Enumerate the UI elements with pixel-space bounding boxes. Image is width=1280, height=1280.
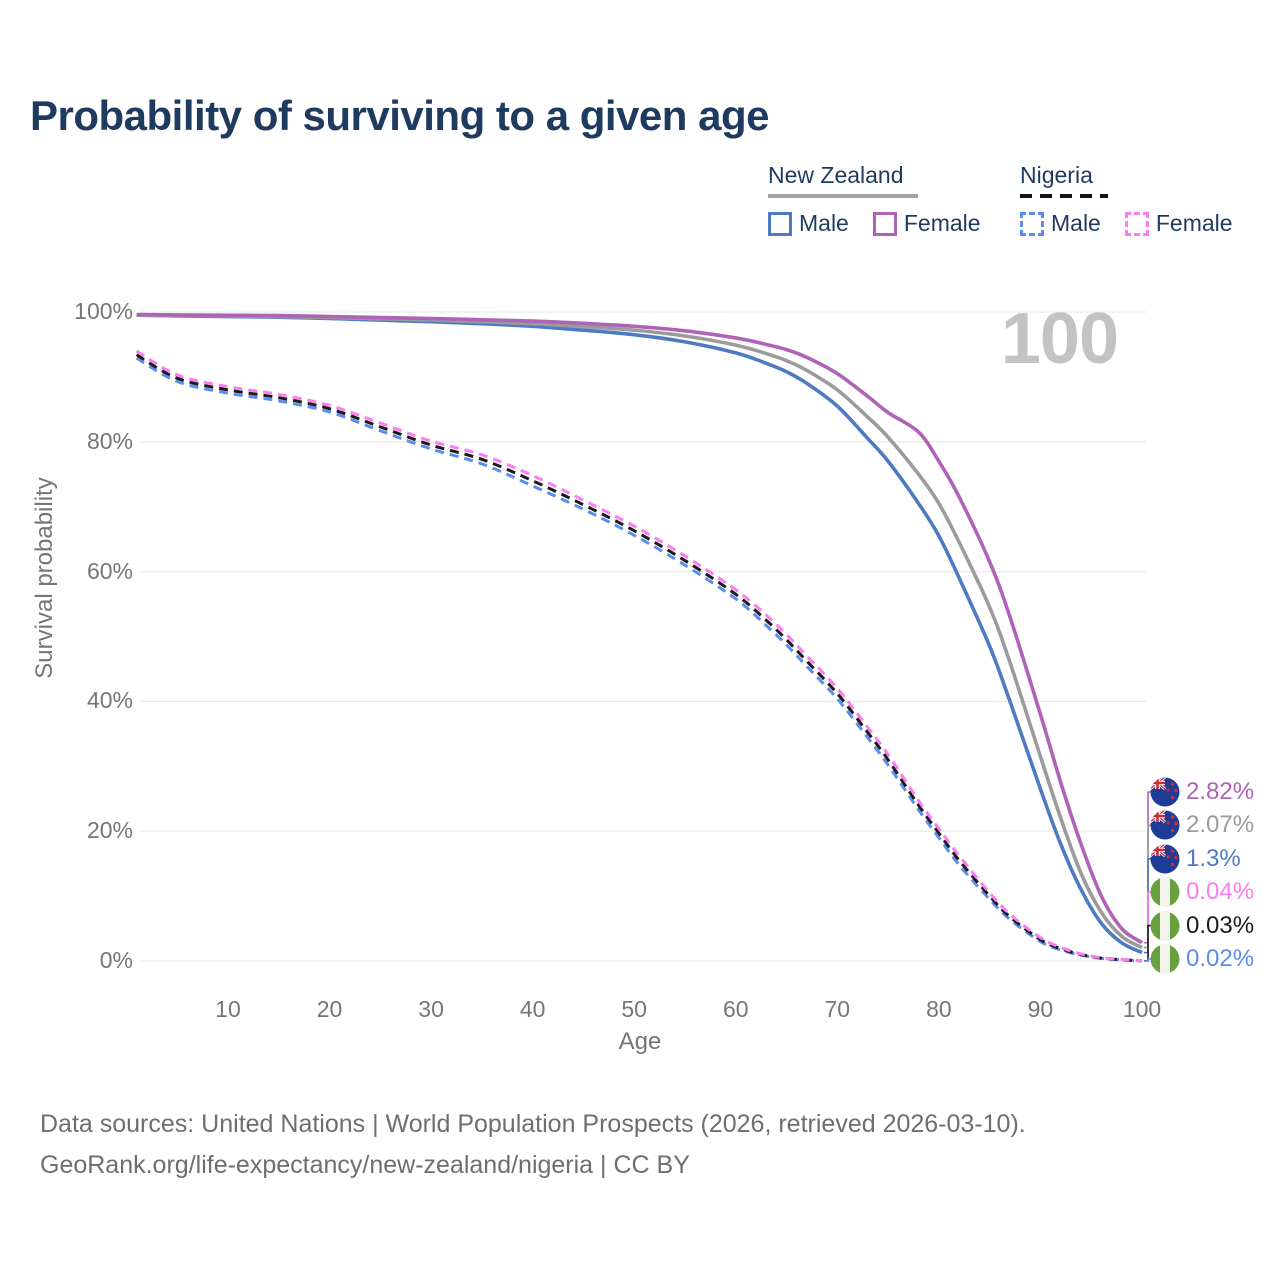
legend-group-nigeria: Nigeria Male Female xyxy=(1020,162,1233,237)
page-title: Probability of surviving to a given age xyxy=(30,92,769,139)
x-tick-label-30: 30 xyxy=(418,996,444,1022)
series-line-new-zealand-both-sexes xyxy=(136,313,1143,950)
x-tick-label-10: 10 xyxy=(215,996,241,1022)
legend-label-nz-male: Male xyxy=(799,210,849,236)
nigeria-flag-icon xyxy=(1150,944,1180,974)
legend-country-new-zealand: New Zealand xyxy=(768,162,904,188)
nz-flag-icon xyxy=(1150,810,1180,840)
series-line-nigeria-both-sexes xyxy=(135,353,1143,963)
nz-flag-icon xyxy=(1150,777,1180,807)
footer-attribution: GeoRank.org/life-expectancy/new-zealand/… xyxy=(40,1151,690,1179)
end-value-label: 1.3% xyxy=(1186,844,1241,872)
legend-item-ng-female[interactable]: Female xyxy=(1124,210,1233,237)
series-line-nigeria-male xyxy=(135,356,1143,963)
y-tick-label-40%: 40% xyxy=(86,687,133,714)
x-tick-label-20: 20 xyxy=(316,996,343,1022)
end-label-new-zealand-both-sexes: 2.07% xyxy=(1150,809,1254,841)
legend-country-nigeria: Nigeria xyxy=(1020,162,1093,188)
legend-swatch-nz-female[interactable] xyxy=(872,211,897,236)
legend-swatch-ng-female[interactable] xyxy=(1124,211,1149,236)
footer: Data sources: United Nations | World Pop… xyxy=(40,1104,1026,1186)
nigeria-flag-icon xyxy=(1150,911,1180,941)
legend-label-ng-female: Female xyxy=(1155,210,1233,236)
y-tick-label-60%: 60% xyxy=(86,557,133,584)
end-value-label: 0.04% xyxy=(1186,878,1255,906)
end-label-new-zealand-male: 1.3% xyxy=(1150,843,1241,875)
nz-flag-icon xyxy=(1150,844,1180,874)
series-line-new-zealand-female xyxy=(136,312,1144,945)
footer-data-sources: Data sources: United Nations | World Pop… xyxy=(40,1110,1026,1138)
end-label-nigeria-female: 0.04% xyxy=(1150,876,1254,908)
y-tick-label-80%: 80% xyxy=(86,427,133,454)
series-line-nigeria-female xyxy=(135,349,1143,963)
end-label-nigeria-both-sexes: 0.03% xyxy=(1150,910,1254,942)
x-tick-label-80: 80 xyxy=(926,996,952,1022)
x-tick-label-60: 60 xyxy=(722,996,749,1022)
x-tick-label-50: 50 xyxy=(621,996,647,1022)
end-value-label: 2.07% xyxy=(1186,811,1255,839)
nigeria-flag-icon xyxy=(1150,877,1180,907)
x-axis-title: Age xyxy=(618,1028,662,1055)
legend-group-new-zealand: New Zealand Male Female xyxy=(768,162,981,237)
legend-label-ng-male: Male xyxy=(1051,210,1101,236)
series-line-new-zealand-male xyxy=(136,313,1143,955)
legend-item-nz-male[interactable]: Male xyxy=(768,210,849,237)
y-tick-label-100%: 100% xyxy=(74,298,133,324)
end-value-label: 0.02% xyxy=(1186,945,1255,972)
legend-swatch-ng-male[interactable] xyxy=(1020,211,1044,236)
legend-label-nz-female: Female xyxy=(903,210,981,236)
x-tick-label-40: 40 xyxy=(519,996,546,1022)
end-label-nigeria-male: 0.02% xyxy=(1150,943,1254,975)
y-tick-label-0%: 0% xyxy=(99,947,133,973)
end-label-new-zealand-female: 2.82% xyxy=(1150,776,1254,808)
legend-item-nz-female[interactable]: Female xyxy=(872,210,981,237)
legend-item-ng-male[interactable]: Male xyxy=(1020,210,1101,237)
y-tick-label-20%: 20% xyxy=(86,817,133,844)
legend-underline-dashed xyxy=(1020,194,1108,198)
legend-swatch-nz-male[interactable] xyxy=(768,211,792,236)
end-value-label: 2.82% xyxy=(1186,778,1255,805)
legend-underline-solid xyxy=(768,194,918,198)
x-tick-label-90: 90 xyxy=(1027,996,1054,1022)
x-tick-label-70: 70 xyxy=(824,996,851,1022)
x-tick-label-100: 100 xyxy=(1122,996,1162,1022)
end-value-label: 0.03% xyxy=(1186,911,1255,939)
age-counter-watermark: 100 xyxy=(1000,299,1119,379)
